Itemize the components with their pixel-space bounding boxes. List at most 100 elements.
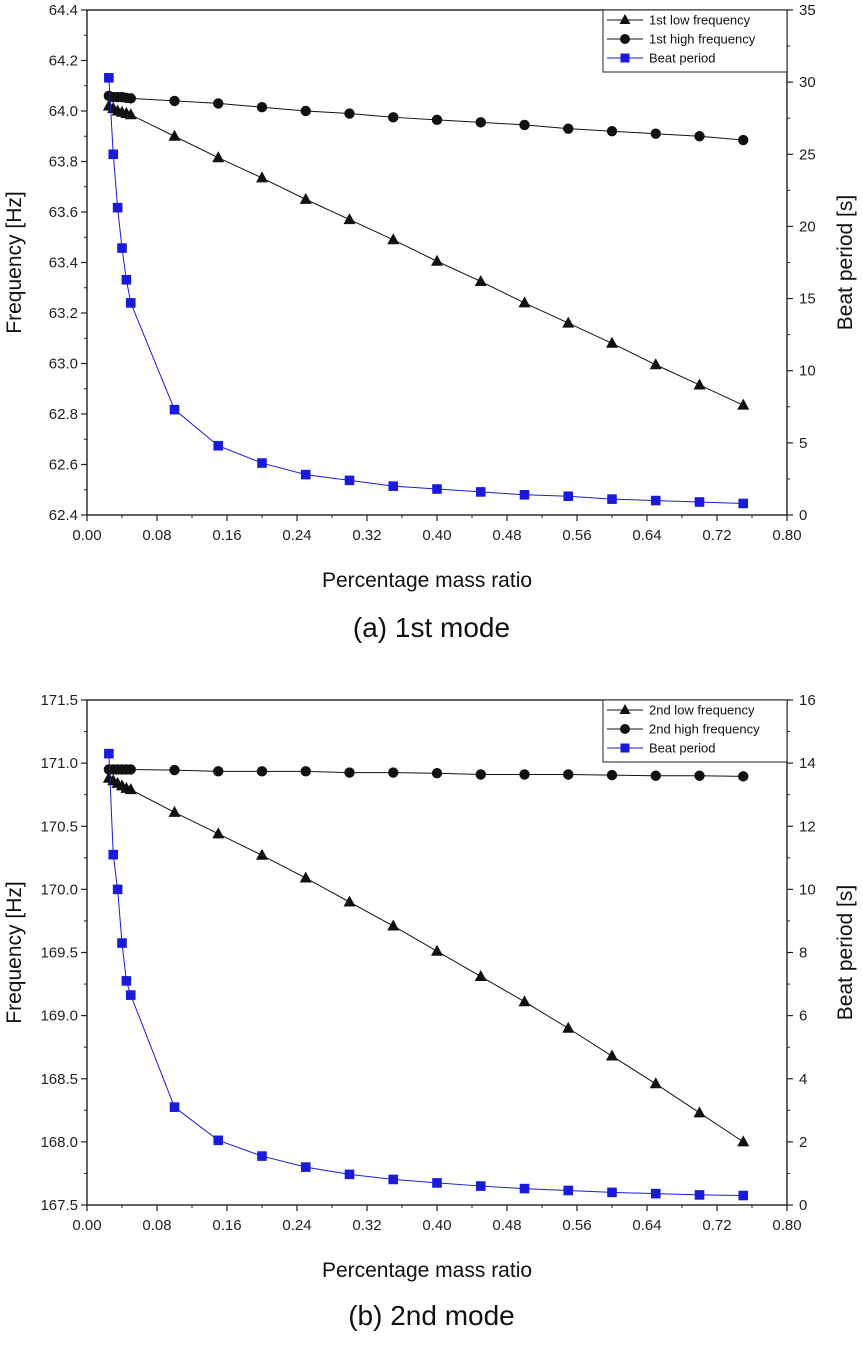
x-tick-label: 0.16	[212, 1217, 241, 1234]
y2-tick-label: 6	[799, 1008, 807, 1025]
data-point	[606, 126, 618, 137]
data-point	[300, 766, 311, 777]
x-axis-title: Percentage mass ratio	[322, 569, 532, 592]
y-tick-label: 171.0	[40, 755, 78, 772]
data-point	[649, 1077, 662, 1089]
data-point	[518, 296, 531, 308]
data-point	[299, 871, 312, 883]
x-tick-label: 0.00	[72, 527, 101, 544]
data-point	[256, 171, 268, 183]
data-point	[519, 490, 530, 500]
data-point	[563, 1185, 574, 1196]
data-point	[563, 769, 574, 780]
data-point	[431, 114, 443, 126]
data-point	[124, 783, 137, 795]
y2-tick-label: 35	[799, 2, 816, 19]
y-tick-label: 168.5	[40, 1071, 78, 1088]
data-point	[694, 1190, 705, 1200]
legend-marker	[620, 724, 630, 734]
data-point	[108, 849, 119, 860]
y-axis-title: Frequency [Hz]	[3, 881, 26, 1023]
y-tick-label: 170.0	[40, 881, 78, 898]
data-point	[169, 404, 180, 415]
data-point	[168, 129, 181, 141]
legend-marker	[619, 14, 631, 24]
data-point	[125, 298, 136, 308]
data-point	[432, 1178, 442, 1188]
y-tick-label: 62.8	[49, 406, 78, 423]
y-tick-label: 171.5	[40, 692, 78, 709]
y2-tick-label: 2	[799, 1134, 807, 1151]
data-point	[168, 805, 181, 817]
legend-label: 1st high frequency	[649, 32, 756, 47]
data-point	[694, 770, 705, 781]
x-tick-label: 0.00	[72, 1217, 101, 1234]
data-point	[650, 128, 661, 139]
data-point	[563, 491, 574, 502]
y-tick-label: 64.4	[49, 2, 78, 19]
data-point	[606, 769, 618, 781]
data-point	[169, 764, 180, 776]
data-point	[169, 1102, 180, 1112]
data-point	[387, 919, 400, 931]
y-tick-label: 64.0	[49, 103, 78, 120]
y-tick-label: 169.0	[40, 1008, 78, 1025]
y2-tick-label: 20	[799, 218, 816, 235]
x-tick-label: 0.72	[702, 1217, 731, 1234]
data-point	[344, 108, 355, 119]
data-point	[257, 1151, 267, 1161]
data-point	[344, 1169, 355, 1180]
data-point	[213, 440, 224, 451]
series-line	[108, 777, 744, 1143]
series-triangle	[102, 99, 750, 410]
series-circle	[103, 90, 749, 146]
x-tick-label: 0.32	[352, 1217, 381, 1234]
y-tick-label: 63.0	[49, 356, 78, 373]
data-point	[343, 895, 356, 907]
series-line	[108, 105, 744, 406]
legend-label: Beat period	[649, 51, 716, 66]
data-point	[256, 848, 268, 860]
data-point	[388, 767, 399, 778]
data-point	[737, 1135, 750, 1147]
series-line	[108, 753, 744, 1197]
data-point	[607, 494, 617, 504]
y2-tick-label: 10	[799, 363, 816, 380]
data-point	[169, 95, 180, 107]
data-point	[693, 378, 706, 390]
data-point	[606, 1049, 618, 1061]
data-point	[650, 1188, 661, 1199]
data-point	[112, 202, 123, 213]
data-point	[343, 213, 356, 225]
data-point	[212, 151, 225, 163]
data-point	[121, 976, 132, 986]
data-point	[257, 458, 267, 468]
x-axis-title: Percentage mass ratio	[322, 1259, 532, 1282]
y2-tick-label: 25	[799, 146, 816, 163]
y2-axis-title: Beat period [s]	[834, 195, 857, 330]
data-point	[737, 398, 750, 410]
data-point	[300, 1162, 311, 1172]
data-point	[213, 98, 224, 109]
legend-label: 2nd low frequency	[649, 703, 755, 718]
y-tick-label: 170.5	[40, 818, 78, 835]
x-tick-label: 0.32	[352, 527, 381, 544]
x-tick-label: 0.16	[212, 527, 241, 544]
x-tick-label: 0.64	[632, 527, 661, 544]
x-tick-label: 0.72	[702, 527, 731, 544]
y-tick-label: 63.4	[49, 255, 78, 272]
data-point	[738, 771, 749, 782]
data-point	[108, 149, 119, 160]
data-point	[738, 134, 749, 146]
data-point	[650, 770, 661, 781]
data-point	[213, 766, 224, 777]
y2-tick-label: 12	[799, 818, 816, 835]
x-tick-label: 0.56	[562, 1217, 591, 1234]
series-line	[108, 77, 744, 504]
data-point	[117, 243, 127, 253]
data-point	[299, 192, 312, 204]
y-tick-label: 63.2	[49, 305, 78, 322]
y2-tick-label: 16	[799, 692, 816, 709]
x-tick-label: 0.56	[562, 527, 591, 544]
series-line	[108, 768, 744, 777]
